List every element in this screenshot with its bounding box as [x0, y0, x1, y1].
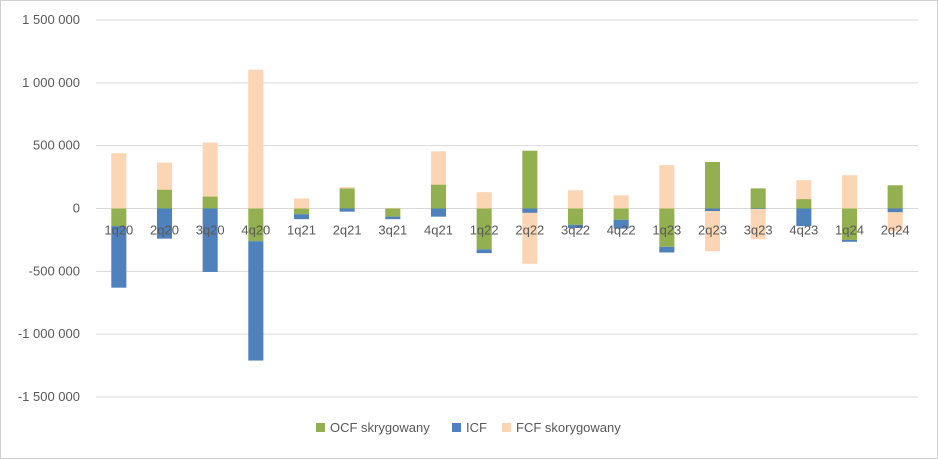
legend-label: OCF skrygowany	[330, 420, 430, 435]
bar-segment	[339, 208, 355, 212]
x-tick-label: 2q24	[881, 223, 910, 238]
bar-segment	[750, 188, 766, 209]
bar-segment	[887, 212, 903, 232]
bar-segment	[887, 185, 903, 209]
bar-segment	[522, 212, 538, 264]
bar-segment	[385, 208, 401, 217]
bar-segment	[476, 192, 492, 209]
bar-segment	[430, 151, 447, 185]
bar-segment	[841, 175, 858, 209]
bar-segment	[156, 208, 173, 239]
x-tick-label: 1q23	[652, 223, 681, 238]
bar-segment	[750, 208, 766, 210]
y-tick-label: 500 000	[33, 138, 80, 153]
bar-segment	[659, 208, 675, 247]
x-tick-label: 3q21	[378, 223, 407, 238]
bar-segment	[248, 69, 264, 209]
bar-segment	[293, 214, 310, 220]
bar-segment	[841, 208, 858, 240]
legend-swatch	[502, 423, 511, 432]
x-tick-label: 1q24	[835, 223, 864, 238]
bar-segment	[567, 208, 584, 225]
bar-segment	[111, 208, 127, 227]
bar-segment	[522, 150, 538, 209]
bar-segment	[796, 199, 812, 209]
bar-segment	[248, 241, 264, 361]
legend-label: FCF skorygowany	[516, 420, 621, 435]
x-tick-label: 2q22	[515, 223, 544, 238]
x-tick-label: 1q20	[104, 223, 133, 238]
bar-segment	[385, 207, 401, 209]
bar-segment	[202, 196, 218, 209]
bar-segment	[202, 142, 218, 197]
bar-segment	[841, 239, 858, 242]
x-tick-label: 2q23	[698, 223, 727, 238]
bar-segment	[887, 208, 903, 213]
bar-segment	[796, 208, 812, 227]
bar-segment	[750, 209, 766, 240]
bars	[111, 69, 903, 361]
bar-segment	[613, 219, 629, 229]
bar-segment	[796, 180, 812, 200]
bar-segment	[430, 208, 447, 217]
x-tick-label: 4q22	[607, 223, 636, 238]
legend: OCF skrygowany ICF FCF skorygowany	[316, 420, 621, 435]
y-tick-label: 0	[73, 201, 80, 216]
bar-segment	[613, 195, 629, 209]
bar-segment	[156, 189, 173, 209]
legend-label: ICF	[466, 420, 487, 435]
bar-segment	[659, 165, 675, 209]
x-tick-label: 1q22	[470, 223, 499, 238]
legend-swatch	[452, 423, 461, 432]
bar-segment	[704, 162, 721, 209]
bar-segment	[156, 162, 173, 190]
x-axis: 1q20 2q20 3q20 4q20 1q21 2q21 3q21 4q21 1q22 2q22…	[104, 223, 909, 238]
x-tick-label: 4q20	[241, 223, 270, 238]
y-axis: 1 500 000 1 000 000 500 000 0 -500 000 -1 000…	[18, 12, 80, 404]
x-tick-label: 4q23	[789, 223, 818, 238]
bar-segment	[339, 187, 355, 189]
bar-segment	[567, 190, 584, 209]
y-tick-label: 1 000 000	[22, 75, 80, 90]
bar-segment	[293, 208, 310, 215]
y-tick-label: -1 500 000	[18, 389, 80, 404]
x-tick-label: 1q21	[287, 223, 316, 238]
legend-swatch	[316, 423, 325, 432]
x-tick-label: 2q20	[150, 223, 179, 238]
bar-segment	[567, 224, 584, 228]
bar-segment	[476, 208, 492, 250]
y-tick-label: -500 000	[29, 263, 80, 278]
x-tick-label: 3q20	[196, 223, 225, 238]
bar-segment	[613, 208, 629, 220]
bar-segment	[111, 153, 127, 209]
bar-segment	[293, 198, 310, 209]
x-tick-label: 4q21	[424, 223, 453, 238]
bar-segment	[430, 184, 447, 209]
bar-segment	[202, 208, 218, 272]
x-tick-label: 3q23	[744, 223, 773, 238]
bar-segment	[659, 246, 675, 253]
bar-segment	[248, 208, 264, 242]
bar-segment	[704, 208, 721, 212]
bar-segment	[385, 216, 401, 220]
x-tick-label: 3q22	[561, 223, 590, 238]
bar-segment	[339, 188, 355, 209]
bar-segment	[476, 249, 492, 254]
bar-segment	[111, 226, 127, 288]
y-tick-label: 1 500 000	[22, 12, 80, 27]
bar-segment	[704, 211, 721, 252]
x-tick-label: 2q21	[333, 223, 362, 238]
grid-lines	[96, 19, 918, 398]
y-tick-label: -1 000 000	[18, 326, 80, 341]
bar-segment	[522, 208, 538, 213]
